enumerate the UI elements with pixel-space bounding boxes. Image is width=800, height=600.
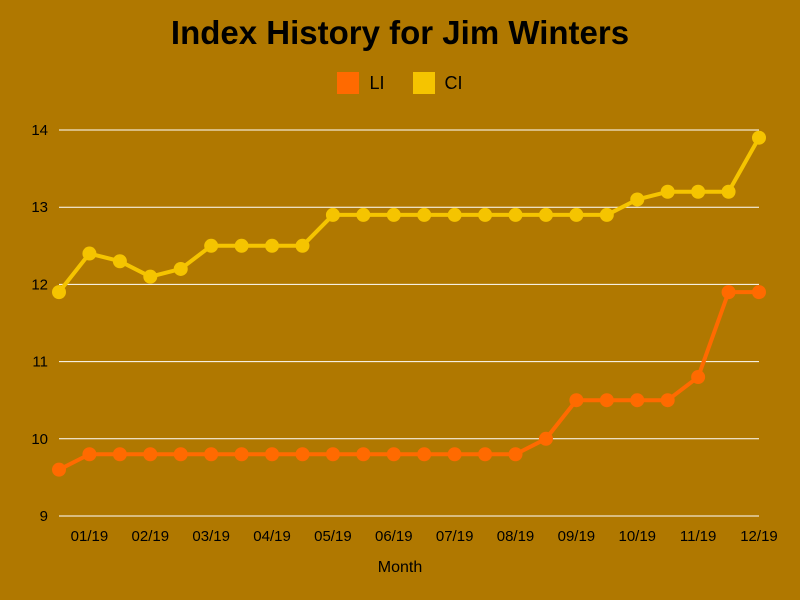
legend-item-li[interactable]: LI bbox=[337, 72, 385, 94]
data-point-ci[interactable] bbox=[386, 207, 401, 222]
data-point-ci[interactable] bbox=[234, 238, 249, 253]
data-point-li[interactable] bbox=[52, 462, 66, 477]
data-point-ci[interactable] bbox=[447, 207, 462, 222]
x-tick-label: 03/19 bbox=[192, 528, 230, 545]
series-li bbox=[52, 285, 766, 477]
data-point-li[interactable] bbox=[173, 447, 188, 462]
data-point-ci[interactable] bbox=[82, 246, 97, 261]
x-tick-label: 12/19 bbox=[740, 528, 778, 545]
data-point-ci[interactable] bbox=[295, 238, 310, 253]
y-tick-label: 10 bbox=[31, 431, 48, 448]
data-point-ci[interactable] bbox=[325, 207, 340, 222]
gridlines bbox=[59, 129, 759, 517]
data-point-li[interactable] bbox=[82, 447, 97, 462]
data-point-li[interactable] bbox=[478, 447, 493, 462]
x-tick-label: 02/19 bbox=[132, 528, 170, 545]
data-point-ci[interactable] bbox=[112, 254, 127, 269]
series-line-ci bbox=[57, 136, 761, 294]
y-tick-label: 11 bbox=[32, 354, 48, 371]
data-point-li[interactable] bbox=[417, 447, 432, 462]
data-point-ci[interactable] bbox=[691, 184, 706, 199]
data-point-li[interactable] bbox=[630, 393, 645, 408]
data-point-li[interactable] bbox=[599, 393, 614, 408]
series-layer bbox=[52, 130, 766, 477]
x-axis-ticks: 01/19 02/19 03/19 04/19 05/19 06/19 07/19 08/19… bbox=[71, 528, 778, 545]
legend-swatch-ci bbox=[412, 72, 435, 94]
x-tick-label: 04/19 bbox=[253, 528, 291, 545]
x-tick-label: 01/19 bbox=[71, 528, 109, 545]
data-point-li[interactable] bbox=[569, 393, 584, 408]
data-point-ci[interactable] bbox=[630, 192, 645, 207]
data-point-li[interactable] bbox=[538, 431, 553, 446]
legend-label-ci: CI bbox=[444, 72, 463, 93]
x-tick-label: 05/19 bbox=[314, 528, 352, 545]
data-point-ci[interactable] bbox=[538, 207, 553, 222]
x-axis-title: Month bbox=[378, 559, 422, 576]
x-tick-label: 11/19 bbox=[680, 528, 716, 545]
x-tick-label: 06/19 bbox=[375, 528, 413, 545]
y-tick-label: 13 bbox=[31, 199, 48, 216]
data-point-li[interactable] bbox=[325, 447, 340, 462]
data-point-li[interactable] bbox=[143, 447, 158, 462]
data-point-ci[interactable] bbox=[356, 207, 371, 222]
data-point-li[interactable] bbox=[356, 447, 371, 462]
legend-swatch-li bbox=[337, 72, 360, 94]
y-tick-label: 12 bbox=[31, 276, 48, 293]
data-point-ci[interactable] bbox=[752, 130, 766, 145]
data-point-li[interactable] bbox=[691, 370, 706, 385]
y-axis-ticks: 9 10 11 12 13 14 bbox=[31, 122, 48, 525]
data-point-ci[interactable] bbox=[143, 269, 158, 284]
data-point-ci[interactable] bbox=[265, 238, 280, 253]
data-point-li[interactable] bbox=[204, 447, 219, 462]
data-point-li[interactable] bbox=[660, 393, 675, 408]
data-point-li[interactable] bbox=[752, 285, 766, 300]
legend-item-ci[interactable]: CI bbox=[412, 72, 463, 94]
data-point-li[interactable] bbox=[265, 447, 280, 462]
data-point-ci[interactable] bbox=[478, 207, 493, 222]
chart-title: Index History for Jim Winters bbox=[170, 14, 630, 51]
x-tick-label: 08/19 bbox=[497, 528, 535, 545]
data-point-li[interactable] bbox=[112, 447, 127, 462]
data-point-ci[interactable] bbox=[721, 184, 736, 199]
data-point-li[interactable] bbox=[234, 447, 249, 462]
data-point-li[interactable] bbox=[721, 285, 736, 300]
data-point-li[interactable] bbox=[508, 447, 523, 462]
data-point-li[interactable] bbox=[447, 447, 462, 462]
data-point-ci[interactable] bbox=[52, 285, 66, 300]
data-point-ci[interactable] bbox=[660, 184, 675, 199]
y-tick-label: 9 bbox=[40, 508, 48, 525]
data-point-ci[interactable] bbox=[417, 207, 432, 222]
data-point-li[interactable] bbox=[295, 447, 310, 462]
data-point-ci[interactable] bbox=[599, 207, 614, 222]
data-point-ci[interactable] bbox=[204, 238, 219, 253]
x-tick-label: 07/19 bbox=[436, 528, 474, 545]
data-point-ci[interactable] bbox=[508, 207, 523, 222]
x-tick-label: 09/19 bbox=[558, 528, 596, 545]
data-point-li[interactable] bbox=[386, 447, 401, 462]
series-line-li bbox=[58, 290, 759, 472]
y-tick-label: 14 bbox=[31, 122, 48, 139]
data-point-ci[interactable] bbox=[569, 207, 584, 222]
legend: LI CI bbox=[0, 72, 800, 94]
data-point-ci[interactable] bbox=[173, 261, 188, 276]
x-tick-label: 10/19 bbox=[618, 528, 656, 545]
legend-label-li: LI bbox=[369, 72, 385, 93]
series-ci bbox=[52, 130, 766, 300]
